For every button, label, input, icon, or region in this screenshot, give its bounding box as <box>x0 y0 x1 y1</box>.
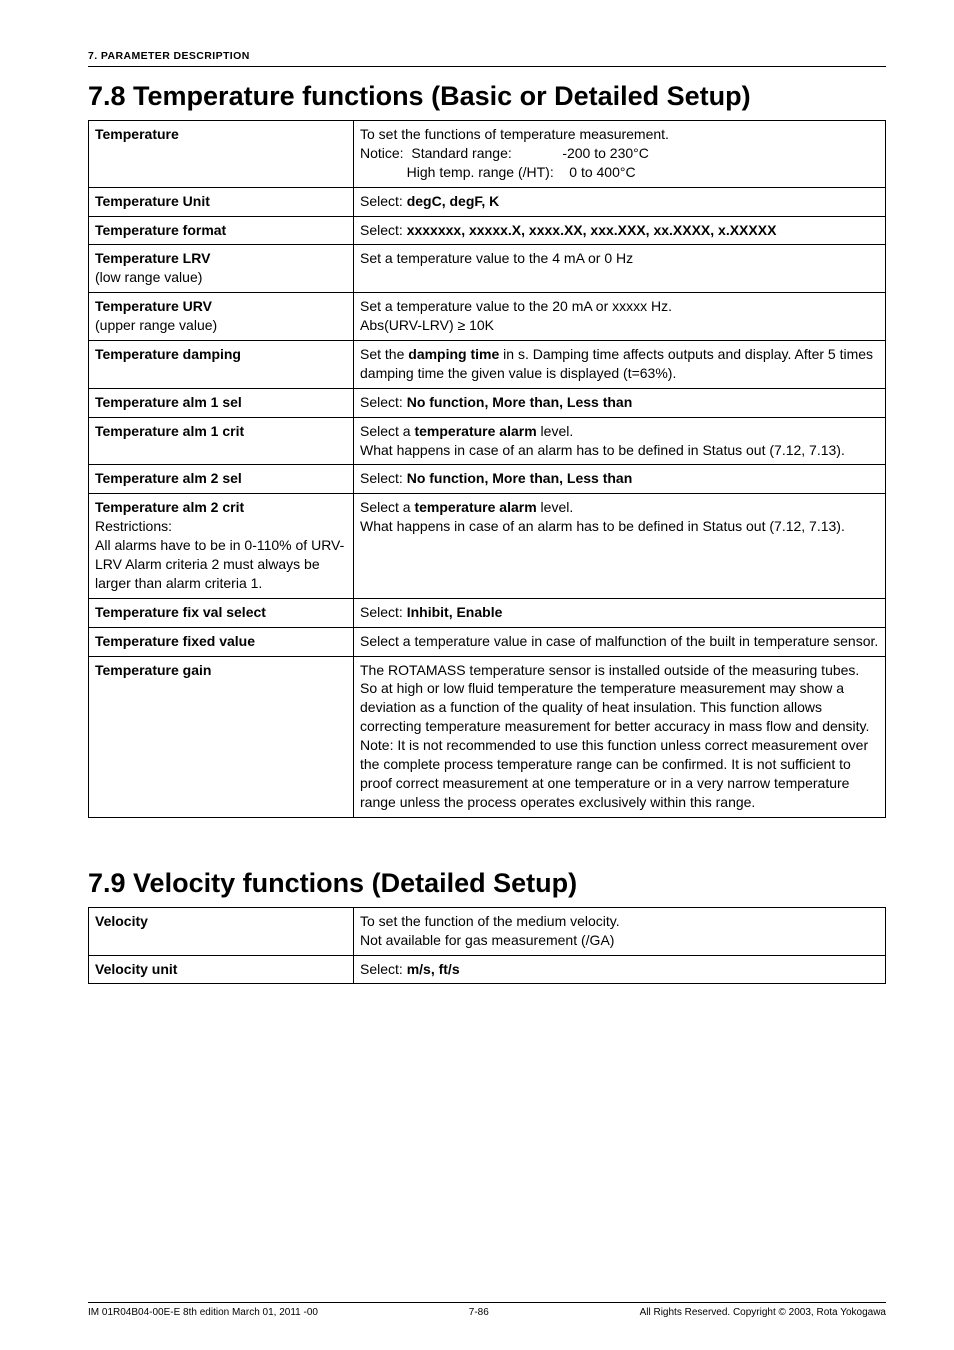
text: Select: <box>360 470 407 486</box>
text-bold: m/s, ft/s <box>407 961 460 977</box>
text: Note: It is not recommended to use this … <box>360 737 868 810</box>
param-name: Temperature alm 2 crit <box>95 499 244 515</box>
text: To set the functions of temperature meas… <box>360 126 669 142</box>
param-name: Temperature format <box>95 222 226 238</box>
param-name: Temperature alm 1 sel <box>95 394 242 410</box>
param-desc: Select a temperature alarm level. What h… <box>354 417 886 465</box>
text-bold: Inhibit, Enable <box>407 604 503 620</box>
text: The ROTAMASS temperature sensor is insta… <box>360 662 869 735</box>
footer-left: IM 01R04B04-00E-E 8th edition March 01, … <box>88 1307 318 1318</box>
footer: IM 01R04B04-00E-E 8th edition March 01, … <box>88 1302 886 1318</box>
param-desc: Set a temperature value to the 20 mA or … <box>354 293 886 341</box>
param-desc: The ROTAMASS temperature sensor is insta… <box>354 656 886 817</box>
table-row: Temperature alm 1 crit Select a temperat… <box>89 417 886 465</box>
table-row: Temperature format Select: xxxxxxx, xxxx… <box>89 216 886 245</box>
running-head: 7. PARAMETER DESCRIPTION <box>88 50 886 62</box>
text: Notice: Standard range: -200 to 230°C <box>360 145 649 161</box>
param-name: Temperature URV <box>95 298 212 314</box>
table-7-9: Velocity To set the function of the medi… <box>88 907 886 985</box>
text-bold: degC, degF, K <box>407 193 500 209</box>
param-name: Temperature <box>95 126 179 142</box>
param-name: Temperature alm 1 crit <box>95 423 244 439</box>
param-desc: Select a temperature value in case of ma… <box>354 627 886 656</box>
text: Select a <box>360 499 414 515</box>
table-row: Velocity unit Select: m/s, ft/s <box>89 955 886 984</box>
table-row: Temperature damping Set the damping time… <box>89 341 886 389</box>
table-row: Temperature gain The ROTAMASS temperatur… <box>89 656 886 817</box>
param-desc: Select: No function, More than, Less tha… <box>354 465 886 494</box>
table-row: Temperature Unit Select: degC, degF, K <box>89 187 886 216</box>
param-desc: Set a temperature value to the 4 mA or 0… <box>354 245 886 293</box>
table-row: Temperature fixed value Select a tempera… <box>89 627 886 656</box>
text: What happens in case of an alarm has to … <box>360 518 845 534</box>
table-row: Temperature LRV (low range value) Set a … <box>89 245 886 293</box>
param-sub: All alarms have to be in 0-110% of URV-L… <box>95 537 344 591</box>
param-name: Velocity unit <box>95 961 177 977</box>
text: level. <box>537 499 574 515</box>
text-bold: temperature alarm <box>414 499 536 515</box>
text-bold: temperature alarm <box>414 423 536 439</box>
param-desc: Select: xxxxxxx, xxxxx.X, xxxx.XX, xxx.X… <box>354 216 886 245</box>
param-desc: Select a temperature alarm level. What h… <box>354 494 886 598</box>
text-bold: No function, More than, Less than <box>407 394 633 410</box>
text: Abs(URV-LRV) ≥ 10K <box>360 317 494 333</box>
param-sub: (upper range value) <box>95 317 217 333</box>
text: Not available for gas measurement (/GA) <box>360 932 614 948</box>
footer-page-number: 7-86 <box>469 1307 489 1318</box>
table-7-8: Temperature To set the functions of temp… <box>88 120 886 818</box>
param-desc: To set the function of the medium veloci… <box>354 907 886 955</box>
table-row: Temperature fix val select Select: Inhib… <box>89 598 886 627</box>
table-row: Temperature URV (upper range value) Set … <box>89 293 886 341</box>
param-sub: Restrictions: <box>95 518 172 534</box>
text: Select: <box>360 961 407 977</box>
text: level. <box>537 423 574 439</box>
param-desc: To set the functions of temperature meas… <box>354 121 886 188</box>
param-name: Temperature gain <box>95 662 211 678</box>
text: Select: <box>360 193 407 209</box>
text: Set a temperature value to the 20 mA or … <box>360 298 672 314</box>
param-name: Temperature fixed value <box>95 633 255 649</box>
param-desc: Select: Inhibit, Enable <box>354 598 886 627</box>
text: What happens in case of an alarm has to … <box>360 442 845 458</box>
text: Select: <box>360 222 407 238</box>
param-desc: Set the damping time in s. Damping time … <box>354 341 886 389</box>
text-bold: damping time <box>408 346 499 362</box>
footer-right: All Rights Reserved. Copyright © 2003, R… <box>640 1307 886 1318</box>
param-name: Temperature fix val select <box>95 604 266 620</box>
table-row: Temperature alm 2 crit Restrictions: All… <box>89 494 886 598</box>
footer-rule <box>88 1302 886 1303</box>
param-name: Temperature alm 2 sel <box>95 470 242 486</box>
param-desc: Select: m/s, ft/s <box>354 955 886 984</box>
param-name: Temperature LRV <box>95 250 210 266</box>
param-name: Velocity <box>95 913 148 929</box>
text: Select a <box>360 423 414 439</box>
param-sub: (low range value) <box>95 269 202 285</box>
table-row: Temperature alm 2 sel Select: No functio… <box>89 465 886 494</box>
page: 7. PARAMETER DESCRIPTION 7.8 Temperature… <box>0 0 954 1350</box>
text: High temp. range (/HT): 0 to 400°C <box>360 164 636 180</box>
spacer <box>88 818 886 854</box>
param-name: Temperature Unit <box>95 193 210 209</box>
table-row: Temperature To set the functions of temp… <box>89 121 886 188</box>
text-bold: xxxxxxx, xxxxx.X, xxxx.XX, xxx.XXX, xx.X… <box>407 222 777 238</box>
table-row: Velocity To set the function of the medi… <box>89 907 886 955</box>
text: Select: <box>360 604 407 620</box>
param-desc: Select: degC, degF, K <box>354 187 886 216</box>
param-name: Temperature damping <box>95 346 241 362</box>
section-7-8-title: 7.8 Temperature functions (Basic or Deta… <box>88 81 886 112</box>
text: Select: <box>360 394 407 410</box>
table-row: Temperature alm 1 sel Select: No functio… <box>89 388 886 417</box>
head-rule <box>88 66 886 67</box>
text: Set the <box>360 346 408 362</box>
section-7-9-title: 7.9 Velocity functions (Detailed Setup) <box>88 868 886 899</box>
text: To set the function of the medium veloci… <box>360 913 620 929</box>
text-bold: No function, More than, Less than <box>407 470 633 486</box>
param-desc: Select: No function, More than, Less tha… <box>354 388 886 417</box>
